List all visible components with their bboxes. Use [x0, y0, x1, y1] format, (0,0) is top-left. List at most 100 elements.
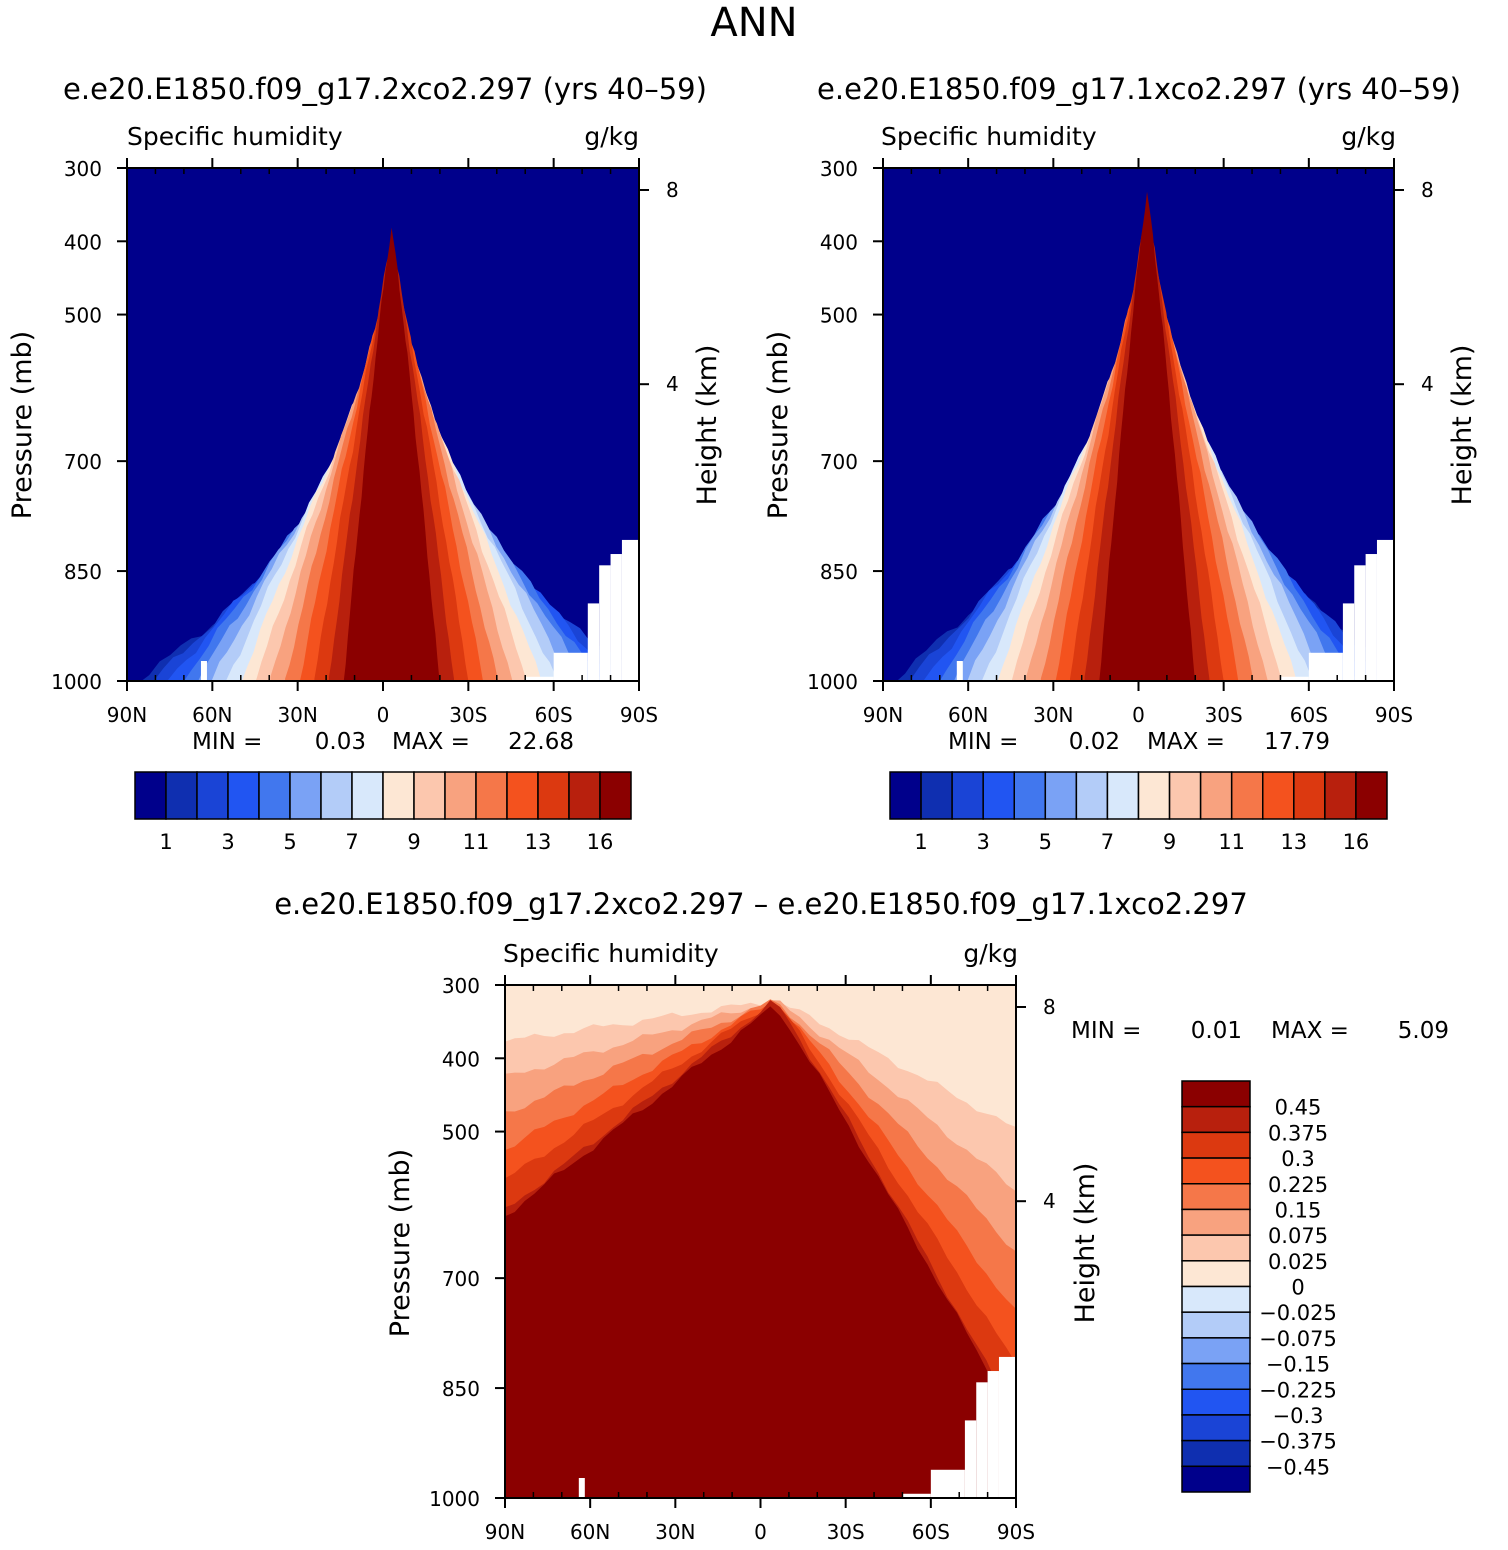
colorbar-label: 13 — [1280, 830, 1307, 854]
colorbar-label: −0.15 — [1266, 1353, 1330, 1377]
colorbar: 0.450.3750.30.2250.150.0750.0250−0.025−0… — [1181, 1080, 1337, 1493]
colorbar-swatch — [1181, 1388, 1251, 1416]
y-tick-label: 700 — [64, 450, 102, 474]
below-ground-region — [621, 539, 639, 681]
colorbar-label: 0.075 — [1268, 1224, 1328, 1248]
colorbar-swatch — [1181, 1362, 1251, 1390]
below-ground-region — [1354, 565, 1366, 681]
colorbar-swatch — [1181, 1183, 1251, 1211]
below-ground-region — [599, 565, 611, 681]
colorbar-swatch — [1230, 771, 1264, 820]
colorbar-swatch — [1181, 1414, 1251, 1442]
colorbar-swatch — [475, 771, 508, 820]
x-tick-label: 90S — [997, 1520, 1035, 1544]
y-axis-label: Pressure (mb) — [763, 331, 794, 519]
x-tick-label: 30S — [827, 1520, 865, 1544]
axes-ticks: 90N 60N 30N 0 30S 60S 90S 300 400 500 700 850 1000 8 4 — [51, 157, 679, 727]
colorbar-label: 5 — [1039, 830, 1052, 854]
colorbar-swatch — [1262, 771, 1295, 820]
x-tick-label: 60N — [192, 703, 232, 727]
y2-tick-label: 8 — [666, 178, 679, 202]
y2-tick-label: 8 — [1043, 995, 1056, 1019]
max-label: MAX = — [1147, 729, 1225, 755]
colorbar-swatch — [165, 771, 198, 820]
below-ground-region — [1376, 539, 1394, 681]
below-ground-region — [610, 554, 622, 681]
colorbar-swatch — [444, 771, 477, 820]
colorbar: 1 3 5 7 9 11 13 16 — [889, 771, 1388, 854]
units-label: g/kg — [1341, 122, 1396, 151]
colorbar-swatch — [1168, 771, 1202, 820]
panel-difference: e.e20.E1850.f09_g17.2xco2.297 – e.e20.E1… — [274, 887, 1449, 1544]
y2-tick-label: 4 — [1421, 372, 1434, 396]
colorbar-swatch — [1106, 771, 1140, 820]
min-value: 0.02 — [1069, 729, 1120, 755]
colorbar-swatch — [1181, 1311, 1251, 1339]
colorbar-label: 3 — [977, 830, 990, 854]
units-label: g/kg — [584, 122, 639, 151]
x-tick-label: 30N — [277, 703, 317, 727]
colorbar-swatch — [1075, 771, 1109, 820]
colorbar-swatch — [1199, 771, 1233, 820]
y2-tick-label: 4 — [1043, 1189, 1056, 1213]
colorbar-swatch — [889, 771, 922, 820]
y-tick-label: 700 — [442, 1267, 480, 1291]
variable-label: Specific humidity — [881, 122, 1097, 151]
colorbar-label: −0.45 — [1266, 1455, 1330, 1479]
x-tick-label: 60S — [1290, 703, 1328, 727]
colorbar-label: 3 — [221, 830, 234, 854]
below-ground-region — [1365, 554, 1377, 681]
panel-1xco2: e.e20.E1850.f09_g17.1xco2.297 (yrs 40–59… — [763, 72, 1478, 854]
below-ground-region — [964, 1420, 977, 1498]
y-axis-label: Pressure (mb) — [385, 1149, 416, 1337]
x-tick-label: 0 — [754, 1520, 767, 1544]
y-tick-label: 500 — [64, 304, 102, 328]
colorbar-label: 11 — [463, 830, 490, 854]
colorbar-label: −0.025 — [1259, 1301, 1337, 1325]
colorbar-label: 0 — [1291, 1276, 1304, 1300]
colorbar-label: 0.45 — [1275, 1096, 1322, 1120]
colorbar-swatch — [1181, 1439, 1251, 1468]
x-tick-label: 90N — [485, 1520, 525, 1544]
contour-fill — [505, 985, 1016, 1498]
x-tick-label: 60N — [570, 1520, 610, 1544]
min-label: MIN = — [1071, 1018, 1141, 1044]
colorbar-label: 16 — [1343, 830, 1370, 854]
colorbar-label: 1 — [914, 830, 927, 854]
colorbar-swatch — [1181, 1285, 1251, 1313]
colorbar-swatch — [1181, 1260, 1251, 1288]
below-ground-gap — [956, 661, 963, 681]
colorbar-swatch — [1181, 1208, 1251, 1236]
colorbar-swatch — [599, 771, 632, 820]
x-tick-label: 90N — [863, 703, 903, 727]
y-tick-label: 300 — [442, 974, 480, 998]
colorbar-swatch — [258, 771, 291, 820]
colorbar-swatch — [920, 771, 953, 820]
below-ground-gap — [200, 661, 207, 681]
below-ground-region — [987, 1371, 999, 1498]
y2-tick-label: 4 — [666, 372, 679, 396]
y2-axis-label: Height (km) — [1070, 1163, 1101, 1324]
max-label: MAX = — [1271, 1018, 1349, 1044]
axes-ticks: 90N 60N 30N 0 30S 60S 90S 300 400 500 700 850 1000 8 4 — [429, 974, 1056, 1544]
x-tick-label: 60N — [948, 703, 988, 727]
x-tick-label: 0 — [377, 703, 390, 727]
y2-axis-label: Height (km) — [1447, 345, 1478, 506]
colorbar-label: 0.025 — [1268, 1250, 1328, 1274]
axes-ticks: 90N 60N 30N 0 30S 60S 90S 300 400 500 700 850 1000 8 4 — [807, 157, 1434, 727]
max-label: MAX = — [392, 729, 470, 755]
colorbar-label: 16 — [587, 830, 614, 854]
contour-band — [343, 227, 440, 681]
x-tick-label: 60S — [912, 1520, 950, 1544]
colorbar-label: 0.225 — [1268, 1173, 1328, 1197]
panel-title: e.e20.E1850.f09_g17.2xco2.297 – e.e20.E1… — [274, 887, 1248, 921]
y-tick-label: 400 — [64, 230, 102, 254]
y-tick-label: 850 — [64, 560, 102, 584]
x-tick-label: 0 — [1132, 703, 1145, 727]
y-tick-label: 400 — [820, 230, 858, 254]
y-tick-label: 300 — [64, 157, 102, 181]
y-tick-label: 1000 — [51, 670, 102, 694]
colorbar-swatch — [537, 771, 570, 820]
colorbar-swatch — [1044, 771, 1078, 820]
colorbar-swatch — [289, 771, 322, 820]
